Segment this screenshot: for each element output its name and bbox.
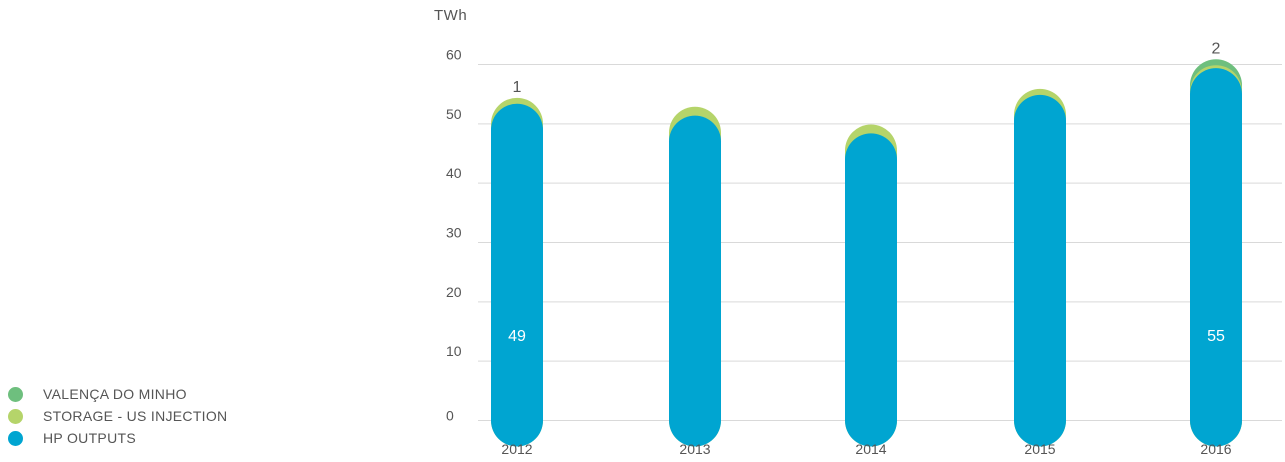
legend-label: HP OUTPUTS xyxy=(43,430,136,446)
legend-label: STORAGE - US INJECTION xyxy=(43,408,228,424)
bar-hp-outputs-2015 xyxy=(1014,94,1066,447)
data-label-top: 2 xyxy=(1212,40,1221,57)
legend-item: STORAGE - US INJECTION xyxy=(8,405,227,427)
legend: VALENÇA DO MINHO STORAGE - US INJECTION HP… xyxy=(8,383,227,449)
legend-item: VALENÇA DO MINHO xyxy=(8,383,227,405)
data-label-top: 1 xyxy=(513,79,522,96)
legend-swatch xyxy=(8,430,23,446)
data-labels: 49 1 55 2 xyxy=(508,40,1225,345)
y-axis-label: TWh xyxy=(434,7,468,24)
legend-item: HP OUTPUTS xyxy=(8,427,227,449)
bars xyxy=(491,59,1242,447)
y-tick-label: 0 xyxy=(446,408,454,424)
x-tick-label: 2014 xyxy=(855,441,886,457)
y-tick-label: 50 xyxy=(446,106,462,122)
data-label-inside: 55 xyxy=(1207,328,1225,345)
legend-swatch xyxy=(8,408,23,424)
y-tick-label: 20 xyxy=(446,284,462,300)
x-tick-label: 2016 xyxy=(1200,441,1231,457)
y-tick-label: 40 xyxy=(446,165,462,181)
y-tick-label: 60 xyxy=(446,47,462,63)
bar-hp-outputs-2014 xyxy=(845,133,897,447)
legend-label: VALENÇA DO MINHO xyxy=(43,386,187,402)
x-tick-label: 2015 xyxy=(1024,441,1055,457)
bar-hp-outputs-2012 xyxy=(491,103,543,447)
y-tick-labels: 0 10 20 30 40 50 60 xyxy=(446,47,462,424)
bar-hp-outputs-2016 xyxy=(1190,68,1242,447)
bar-hp-outputs-2013 xyxy=(669,115,721,447)
x-tick-label: 2012 xyxy=(501,441,532,457)
x-tick-label: 2013 xyxy=(679,441,710,457)
data-label-inside: 49 xyxy=(508,328,526,345)
legend-swatch xyxy=(8,386,23,402)
y-tick-label: 30 xyxy=(446,225,462,241)
y-tick-label: 10 xyxy=(446,343,462,359)
x-tick-labels: 2012 2013 2014 2015 2016 xyxy=(501,441,1231,457)
